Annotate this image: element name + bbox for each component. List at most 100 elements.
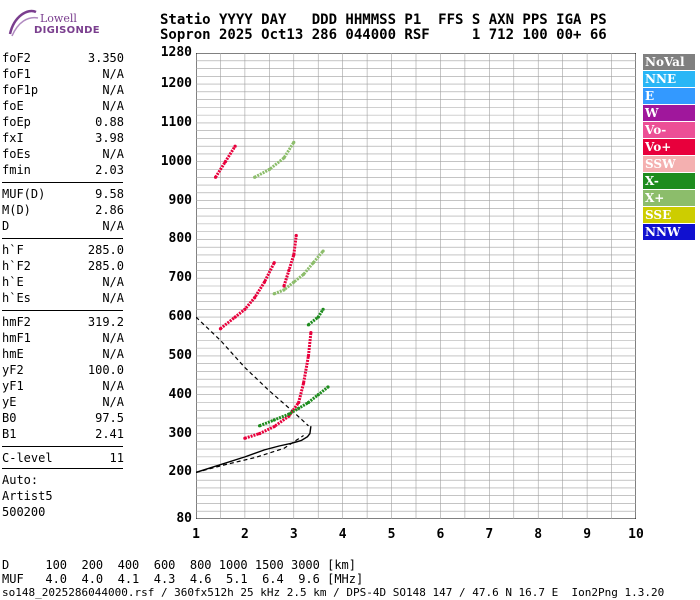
param-separator [2,310,123,311]
legend-item: W [643,105,695,121]
param-value: 3.98 [95,131,124,145]
param-value: N/A [102,379,124,393]
param-label: foF1 [2,67,31,81]
legend-item: SSW [643,156,695,172]
echo-point [233,144,237,148]
echo-point [272,418,276,422]
param-value: N/A [102,99,124,113]
param-row: C-level 11 [2,450,124,466]
legend-item: X- [643,173,695,189]
param-row: yE N/A [2,394,124,410]
param-row: h`F 285.0 [2,242,124,258]
echo-point [326,385,330,389]
param-value: 285.0 [87,259,124,273]
param-separator [2,238,123,239]
y-tick-label: 400 [168,386,192,402]
echo-point [297,400,301,405]
param-row: yF1 N/A [2,378,124,394]
param-label: h`Es [2,291,31,305]
param-label: yF1 [2,379,24,393]
param-row: MUF(D) 9.58 [2,186,124,202]
legend-item: E [643,88,695,104]
header-line1: Statio YYYY DAY DDD HHMMSS P1 FFS S AXN … [160,12,607,28]
x-tick-label: 2 [240,527,249,542]
param-label: fxI [2,131,24,145]
echo-trace [219,262,276,330]
y-tick-label: 900 [168,192,192,208]
echo-point [257,424,262,428]
param-value: 97.5 [95,411,124,425]
param-row: hmE N/A [2,346,124,362]
x-tick-label: 3 [289,527,298,542]
param-value: 2.41 [95,427,124,441]
legend: NoVal NNE E W Vo- Vo+ SSW X- X+ SSE NNW [643,54,695,241]
param-separator [2,446,123,447]
y-tick-label: 1200 [160,76,192,92]
profile-curve [196,426,312,474]
echo-point [262,280,267,284]
echo-point [282,288,286,292]
digisonde-logo: Lowell DIGISONDE [4,4,100,44]
autoscaling-info: Auto: Artist5 500200 [2,472,53,520]
param-row: foE N/A [2,98,124,114]
muf-distance-row: D 100 200 400 600 800 1000 1500 3000 [km… [2,558,357,572]
echo-point [292,253,296,257]
param-value: 0.88 [95,115,124,129]
echo-point [218,327,223,331]
param-row: foEp 0.88 [2,114,124,130]
param-label: hmF2 [2,315,31,329]
param-value: 11 [109,451,124,465]
echo-point [272,292,276,296]
param-value: N/A [102,331,124,345]
logo-line1: Lowell [40,12,77,25]
y-tick-label: 500 [168,347,192,363]
param-row: M(D) 2.86 [2,202,124,218]
legend-item: NoVal [643,54,695,70]
param-value: N/A [102,67,124,81]
param-value: N/A [102,83,124,97]
param-label: C-level [2,451,53,465]
param-label: h`F [2,243,24,257]
y-tick-label: 1100 [160,114,192,130]
x-tick-label: 4 [338,527,347,542]
param-separator [2,468,123,469]
param-label: hmF1 [2,331,31,345]
echo-point [301,381,306,385]
param-value: N/A [102,291,124,305]
param-row: foF1p N/A [2,82,124,98]
x-tick-label: 5 [387,527,396,542]
ionogram-plot [196,53,636,519]
echo-trace [244,332,313,440]
y-tick-label: 800 [168,231,192,247]
echo-point [316,393,320,397]
echo-point [321,249,325,253]
auto-artist: Artist5 [2,489,53,503]
logo-line2: DIGISONDE [34,25,100,36]
legend-item: Vo+ [643,139,695,155]
echo-point [321,307,325,311]
param-value: N/A [102,219,124,233]
echo-point [297,406,301,410]
param-label: yF2 [2,363,24,377]
echo-point [311,261,315,265]
param-label: yE [2,395,17,409]
param-row: foF1 N/A [2,66,124,82]
param-row: B0 97.5 [2,410,124,426]
param-value: 100.0 [87,363,124,377]
param-label: foEs [2,147,31,161]
echo-point [292,140,296,144]
legend-item: NNE [643,71,695,87]
param-label: foE [2,99,24,113]
param-value: 285.0 [87,243,124,257]
y-tick-label: 80 [176,511,192,526]
param-value: N/A [102,147,124,161]
param-separator [2,182,123,183]
y-tick-label: 1280 [160,45,192,60]
muf-value-row: MUF 4.0 4.0 4.1 4.3 4.6 5.1 6.4 9.6 [MHz… [2,572,364,586]
echo-point [282,284,286,288]
param-label: hmE [2,347,24,361]
param-row: hmF1 N/A [2,330,124,346]
param-row: h`E N/A [2,274,124,290]
legend-item: Vo- [643,122,695,138]
logo-swoosh-icon [8,9,39,37]
